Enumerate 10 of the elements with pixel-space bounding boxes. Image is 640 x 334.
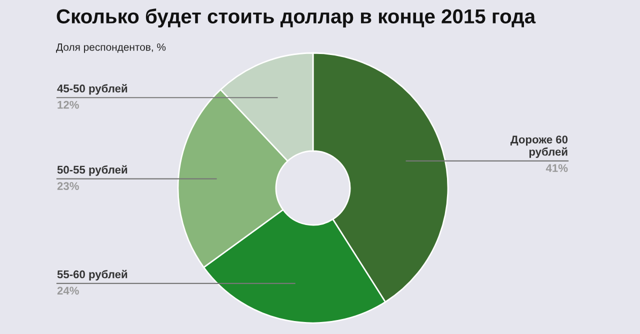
slice-label: 45-50 рублей <box>57 84 128 95</box>
data-label: 23% <box>57 182 79 190</box>
data-label: 41% <box>546 164 568 172</box>
data-label: 12% <box>58 100 79 109</box>
slice-label: 55-60 рублей <box>57 270 128 280</box>
chart-subtitle: Доля респондентов, % <box>56 43 166 53</box>
slice-label: 50-55 рублей <box>57 165 128 176</box>
data-label: 24% <box>57 286 79 295</box>
slice-label: Дороже 60 рублей <box>510 136 568 158</box>
chart-title: Сколько будет стоить доллар в конце 2015 года <box>56 8 536 28</box>
